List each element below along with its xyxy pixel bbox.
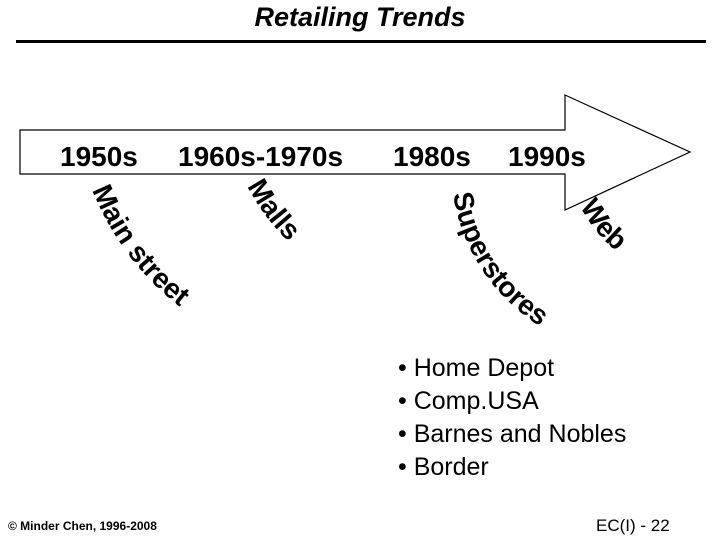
format-label-superstores: Superstores: [447, 189, 554, 332]
list-item: Comp.USA: [398, 385, 626, 418]
list-item: Barnes and Nobles: [398, 418, 627, 451]
list-item: Border: [398, 451, 626, 484]
copyright: © Minder Chen, 1996-2008: [8, 519, 157, 533]
format-label-malls: Malls: [242, 173, 307, 246]
format-label-web: Web: [575, 193, 634, 256]
era-label: 1950s: [60, 141, 138, 172]
page-title: Retailing Trends: [254, 2, 466, 32]
era-label: 1960s-1970s: [178, 141, 343, 172]
page-number: EC(I) - 22: [596, 516, 670, 535]
superstore-examples-list: Home Depot Comp.USA Barnes and Nobles Bo…: [398, 352, 627, 484]
format-label-main-street: Main street: [86, 180, 195, 312]
era-label: 1990s: [508, 141, 586, 172]
timeline-arrow: [19, 94, 692, 211]
list-item: Home Depot: [398, 352, 626, 385]
era-label: 1980s: [393, 141, 471, 172]
title-divider: [16, 40, 706, 43]
